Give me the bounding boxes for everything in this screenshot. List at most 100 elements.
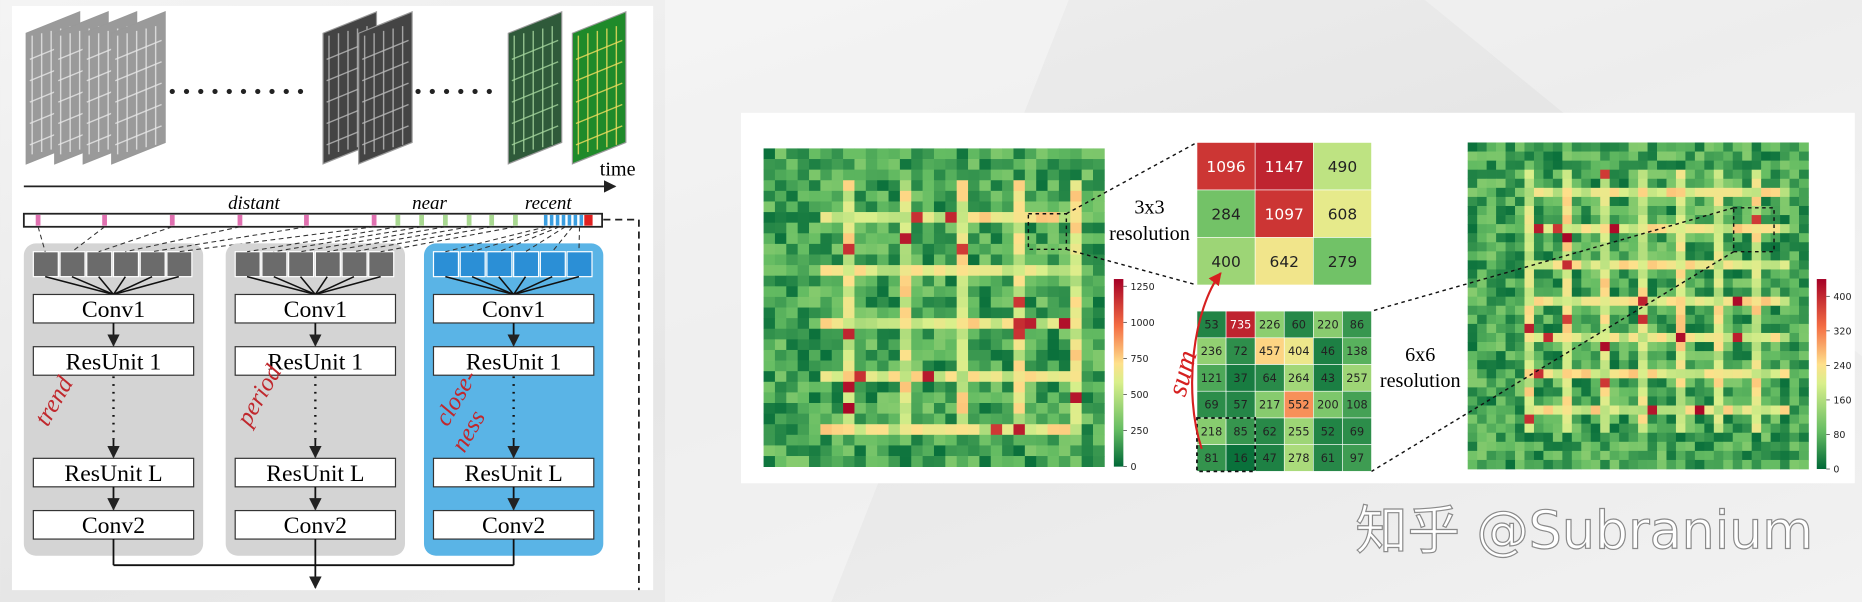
heat-cell (831, 456, 844, 467)
heat-cell (1657, 187, 1667, 198)
heat-cell (1070, 318, 1082, 330)
heat-cell (1723, 378, 1734, 388)
heat-cell (865, 159, 878, 170)
heat-cell (1761, 405, 1771, 415)
heat-cell (1571, 305, 1582, 316)
heat-cell (1751, 432, 1762, 443)
heat-cell (1467, 151, 1478, 161)
heat-cell (933, 307, 946, 319)
heat-cell (1543, 378, 1554, 388)
heat-cell (1713, 360, 1724, 370)
input-frame (139, 251, 166, 278)
heat-cell (1515, 215, 1525, 225)
heat-cell (1477, 251, 1487, 261)
heat-cell (1628, 342, 1639, 352)
heat-cell (1713, 405, 1724, 415)
heat-cell (968, 445, 980, 457)
heat-cell (786, 212, 799, 224)
heat-cell (899, 296, 912, 308)
heat-cell (888, 254, 901, 266)
heat-cell (1013, 148, 1026, 160)
heat-cell (979, 371, 992, 383)
heat-cell (865, 371, 878, 383)
heat-cell (1770, 187, 1781, 198)
heat-cell (763, 434, 776, 446)
heat-cell (1058, 201, 1071, 213)
heat-cell (1467, 224, 1478, 234)
heat-cell (877, 371, 889, 383)
frame-road (115, 61, 162, 82)
heat-cell (1036, 222, 1048, 234)
heat-cell (786, 243, 799, 255)
heat-cell (933, 413, 946, 425)
heat-cell (1638, 405, 1648, 415)
heat-cell (809, 265, 821, 277)
input-frame (341, 251, 368, 278)
grid-cell (1313, 310, 1343, 339)
heat-cell (933, 339, 946, 351)
heat-cell (1581, 459, 1592, 470)
heat-cell (899, 424, 912, 436)
heat-cell (1002, 275, 1014, 287)
heat-cell (1704, 332, 1715, 343)
heat-cell (1092, 318, 1105, 330)
heat-cell (1505, 205, 1516, 216)
heat-cell (1590, 450, 1601, 461)
heat-cell (774, 381, 787, 393)
heat-cell (933, 381, 946, 393)
heat-cell (1723, 332, 1734, 343)
heat-cell (1666, 215, 1677, 225)
heat-cell (1571, 224, 1582, 234)
heat-cell (1515, 369, 1525, 379)
heat-cell (763, 328, 776, 340)
heat-cell (1657, 305, 1667, 316)
heat-cell (809, 339, 821, 351)
heat-cell (1543, 160, 1554, 171)
heat-cell (1770, 142, 1781, 152)
heat-cell (1505, 251, 1516, 261)
grid-value: 69 (1204, 399, 1218, 412)
heat-cell (1789, 160, 1800, 171)
heat-cell (1543, 423, 1554, 434)
heat-cell (1675, 314, 1686, 325)
heat-cell (933, 286, 946, 298)
heat-cell (797, 371, 810, 383)
grid-value: 121 (1201, 372, 1223, 385)
heat-cell (1609, 215, 1620, 225)
heat-cell (1002, 307, 1014, 319)
heat-cell (1543, 233, 1554, 243)
heat-cell (1524, 224, 1535, 234)
grid-cell (1196, 390, 1227, 419)
heat-cell (1515, 224, 1525, 234)
resolution-label: resolution (1109, 223, 1190, 245)
heat-cell (786, 392, 799, 404)
heat-cell (1024, 360, 1037, 372)
heat-cell (1070, 169, 1082, 181)
heat-cell (1496, 278, 1506, 288)
heat-cell (945, 402, 958, 414)
heat-cell (1600, 387, 1611, 397)
heat-cell (1713, 450, 1724, 461)
heat-cell (1761, 224, 1771, 234)
heat-cell (1780, 305, 1790, 316)
heat-cell (797, 190, 810, 202)
heat-cell (1058, 222, 1071, 234)
heat-cell (1467, 160, 1478, 171)
heat-cell (899, 402, 912, 414)
heat-cell (1552, 287, 1563, 298)
heat-cell (1467, 233, 1478, 243)
heat-cell (1496, 332, 1506, 343)
heat-cell (1638, 142, 1648, 152)
input-link (273, 226, 422, 253)
heat-cell (1666, 332, 1677, 343)
heat-cell (843, 265, 855, 277)
layer-box (32, 509, 195, 540)
heat-cell (1675, 269, 1686, 279)
heat-cell (1713, 251, 1724, 261)
heat-cell (1486, 351, 1497, 361)
heat-cell (990, 456, 1003, 467)
heat-cell (1666, 242, 1677, 252)
heat-cell (843, 148, 855, 160)
heat-cell (1581, 178, 1592, 189)
heat-cell (809, 360, 821, 372)
